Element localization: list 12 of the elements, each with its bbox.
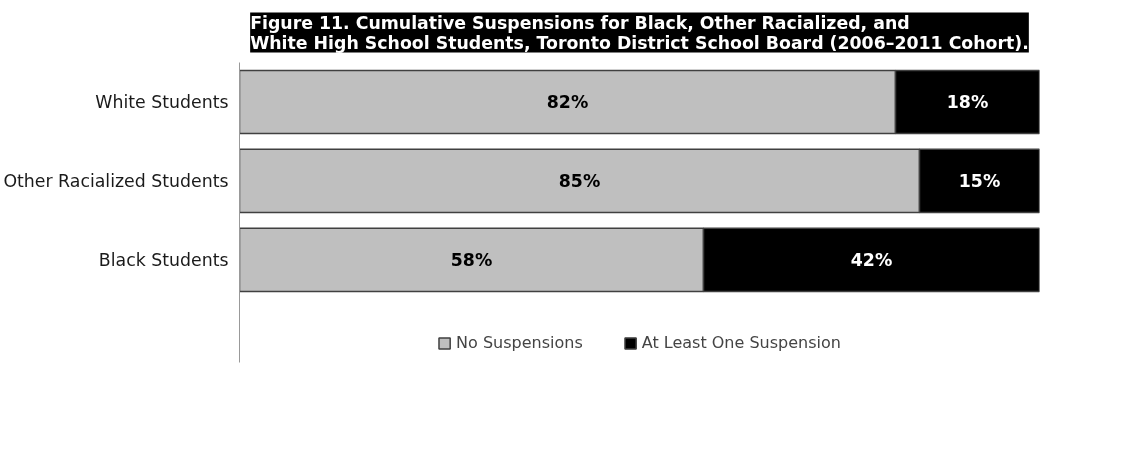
data-label: 42% <box>850 249 893 270</box>
data-label: 85% <box>558 170 601 191</box>
y-tick-label: Black Students <box>98 249 229 270</box>
data-label: 58% <box>450 249 493 270</box>
legend-label: No Suspensions <box>456 333 583 352</box>
data-label: 15% <box>958 170 1001 191</box>
y-tick-label: Other Racialized Students <box>3 170 229 191</box>
legend-label: At Least One Suspension <box>641 333 841 352</box>
chart-title: Figure 11. Cumulative Suspensions for Black, Other Racialized, and White High School Students, Toronto District School Board (2006–2011 Cohort). <box>250 12 1029 53</box>
y-tick-label: White Students <box>95 91 229 112</box>
data-label: 18% <box>946 91 989 112</box>
data-label: 82% <box>546 91 589 112</box>
